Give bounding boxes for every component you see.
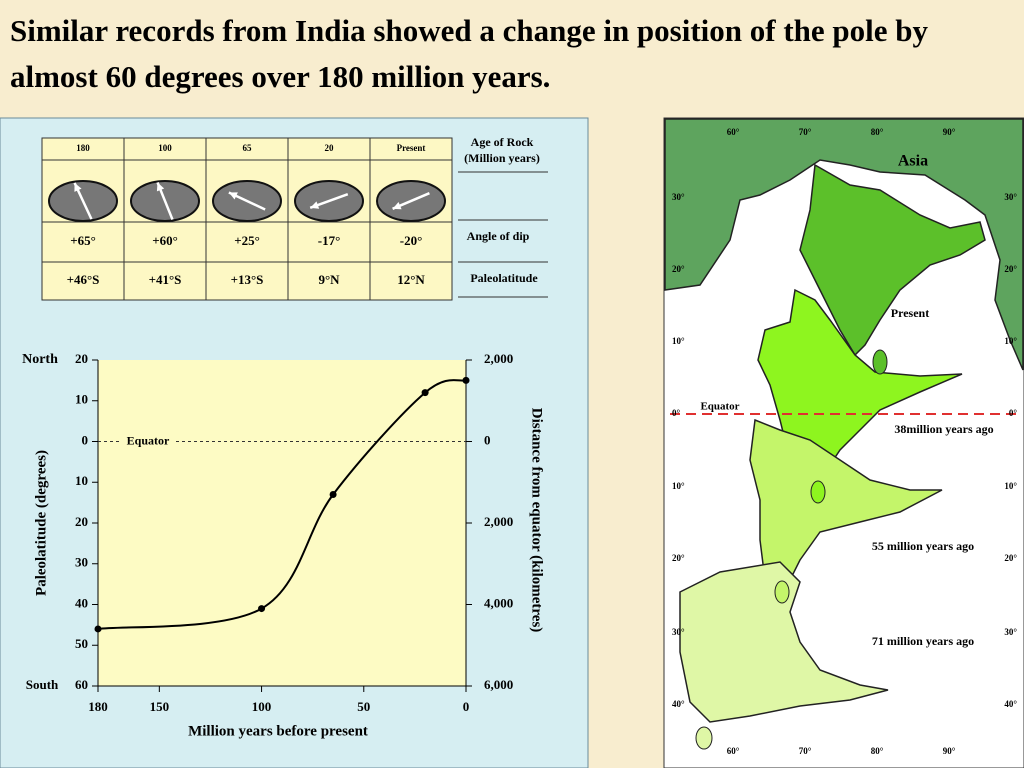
lon-label: 80° <box>871 746 884 756</box>
lat-label: 40° <box>672 699 685 709</box>
x-tick-label: 100 <box>252 699 272 714</box>
column-header: 20 <box>325 143 335 153</box>
lat-label: 30° <box>672 627 685 637</box>
y-tick-label: 60 <box>75 677 88 692</box>
slide-title: Similar records from India showed a chan… <box>10 13 929 94</box>
lat-label: 10° <box>672 336 685 346</box>
y2-tick-label: 0 <box>484 432 491 447</box>
lat-label: 40° <box>1004 699 1017 709</box>
y2-axis-label: Distance from equator (kilometres) <box>529 408 545 633</box>
table-cell: +46°S <box>67 272 100 287</box>
table-cell: +25° <box>234 233 260 248</box>
island <box>872 349 888 375</box>
data-point <box>258 605 266 613</box>
lat-label: 20° <box>672 264 685 274</box>
column-header: 65 <box>243 143 253 153</box>
table-cell: 12°N <box>397 272 425 287</box>
data-point <box>94 625 102 633</box>
y-tick-label: 30 <box>75 555 88 570</box>
x-axis-label: Million years before present <box>188 723 368 739</box>
plot-area <box>98 360 466 686</box>
lon-label: 90° <box>943 127 956 137</box>
x-tick-label: 150 <box>150 699 170 714</box>
data-point <box>421 389 429 397</box>
lat-label: 20° <box>1004 264 1017 274</box>
table-cell: +13°S <box>231 272 264 287</box>
equator-label: Equator <box>127 433 170 447</box>
lon-label: 80° <box>871 127 884 137</box>
lat-label: 30° <box>1004 627 1017 637</box>
island <box>810 480 826 504</box>
data-point <box>462 376 470 384</box>
lon-label: 70° <box>799 746 812 756</box>
lat-label: 10° <box>1004 336 1017 346</box>
dip-arrowhead <box>392 202 402 210</box>
header-label: Age of Rock <box>471 135 534 149</box>
north-label: North <box>22 352 58 367</box>
y2-tick-label: 6,000 <box>484 677 513 692</box>
lat-label: 20° <box>1004 553 1017 563</box>
table-cell: +65° <box>70 233 96 248</box>
india-present <box>799 163 986 357</box>
table-cell: +60° <box>152 233 178 248</box>
table-cell: -17° <box>318 233 341 248</box>
y2-tick-label: 2,000 <box>484 351 513 366</box>
y2-tick-label: 2,000 <box>484 514 513 529</box>
dip-arrowhead <box>228 192 238 200</box>
y-tick-label: 40 <box>75 595 88 610</box>
data-point <box>329 490 337 498</box>
lat-label: 10° <box>1004 481 1017 491</box>
row-label: Paleolatitude <box>470 271 538 285</box>
row-label: Angle of dip <box>467 229 530 243</box>
column-header: 100 <box>158 143 172 153</box>
south-label: South <box>26 677 59 692</box>
equator-label-bg <box>120 433 176 450</box>
header-label: (Million years) <box>464 151 540 165</box>
lon-label: 90° <box>943 746 956 756</box>
stage-label: 71 million years ago <box>872 634 974 648</box>
y-tick-label: 20 <box>75 351 88 366</box>
stage-label: Present <box>891 306 929 320</box>
dip-arrowhead <box>310 201 320 209</box>
lon-label: 60° <box>727 127 740 137</box>
region-label: Asia <box>898 153 928 170</box>
asia <box>664 118 1024 371</box>
lat-label: 20° <box>672 553 685 563</box>
y-axis-label: Paleolatitude (degrees) <box>33 450 49 596</box>
island <box>695 726 713 750</box>
y-tick-label: 10 <box>75 473 88 488</box>
stage-label: 55 million years ago <box>872 539 974 553</box>
india-55ma <box>749 418 943 581</box>
x-tick-label: 50 <box>357 699 370 714</box>
dip-arrowhead <box>156 182 165 192</box>
column-header: 180 <box>76 143 90 153</box>
lon-label: 60° <box>727 746 740 756</box>
stage-label: 38million years ago <box>894 422 993 436</box>
y-tick-label: 10 <box>75 392 88 407</box>
table-cell: +41°S <box>149 272 182 287</box>
table-cell: -20° <box>400 233 423 248</box>
equator-label: Equator <box>700 401 739 413</box>
lat-label: 10° <box>672 481 685 491</box>
lat-label: 30° <box>1004 192 1017 202</box>
table-cell: 9°N <box>318 272 340 287</box>
y-tick-label: 0 <box>82 432 89 447</box>
lon-label: 70° <box>799 127 812 137</box>
column-header: Present <box>397 143 426 153</box>
lat-label: 30° <box>672 192 685 202</box>
dip-arrowhead <box>74 182 82 192</box>
y2-tick-label: 4,000 <box>484 595 513 610</box>
lat-label: 0° <box>1009 408 1018 418</box>
y-tick-label: 50 <box>75 636 88 651</box>
island <box>774 580 790 604</box>
lat-label: 0° <box>672 408 681 418</box>
x-tick-label: 0 <box>463 699 470 714</box>
x-tick-label: 180 <box>88 699 108 714</box>
y-tick-label: 20 <box>75 514 88 529</box>
india-71ma <box>679 561 889 723</box>
